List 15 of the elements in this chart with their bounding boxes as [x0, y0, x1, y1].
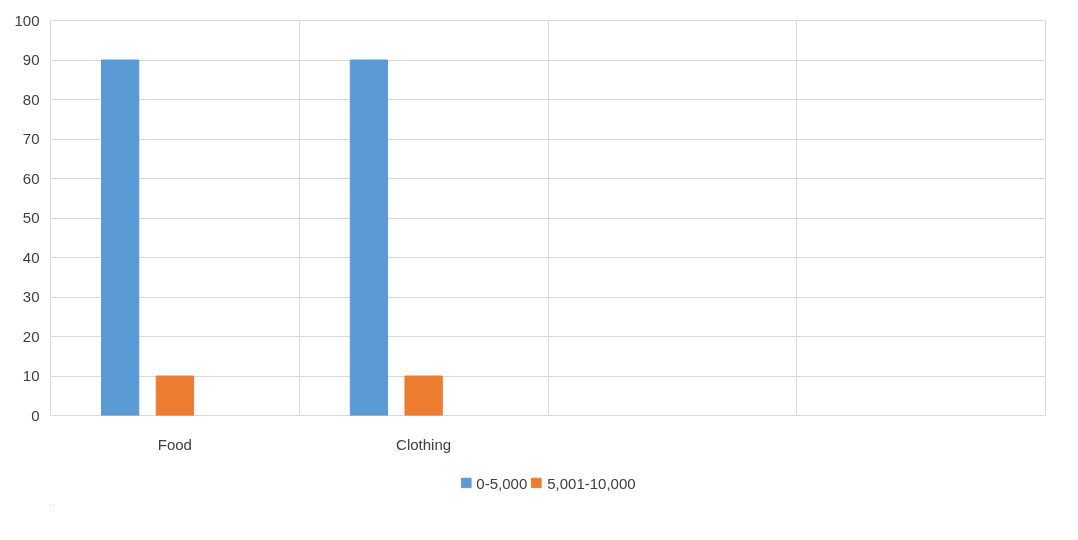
- x-tick-label: Food: [157, 435, 192, 453]
- y-tick-label: 90: [22, 51, 40, 68]
- y-tick-label: 60: [22, 169, 40, 187]
- y-tick-label: 70: [22, 130, 40, 147]
- y-tick-label: 50: [22, 209, 40, 226]
- y-tick-label: 30: [22, 288, 40, 305]
- y-tick-label: 80: [22, 90, 40, 108]
- y-tick-label: 20: [22, 327, 40, 345]
- x-tick-label: Clothing: [396, 435, 452, 453]
- y-tick-label: 40: [22, 248, 40, 266]
- y-tick-label: 100: [14, 11, 40, 29]
- legend-label: 5,001-10,000: [547, 474, 636, 491]
- y-tick-label: 10: [22, 367, 40, 384]
- y-tick-label: 0: [31, 406, 40, 424]
- legend-label: 0-5,000: [476, 474, 528, 491]
